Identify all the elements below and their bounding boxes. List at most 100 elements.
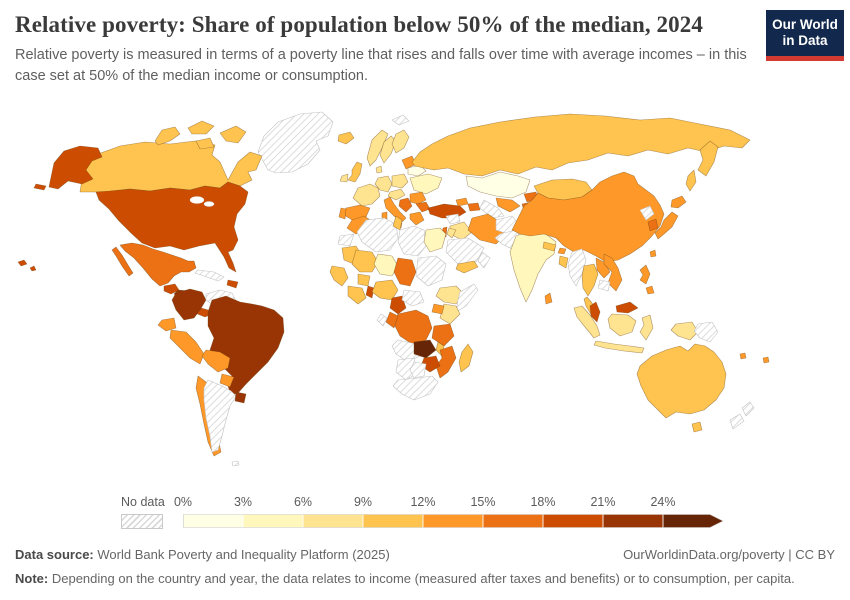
country-cote-divoire-ghana[interactable] <box>347 285 367 305</box>
country-taiwan[interactable] <box>649 249 657 258</box>
country-nepal[interactable] <box>542 241 557 252</box>
country-cuba[interactable] <box>194 269 225 282</box>
country-germany[interactable] <box>374 175 393 193</box>
country-hawaii[interactable] <box>17 259 37 272</box>
country-mali[interactable] <box>351 249 379 273</box>
country-bolivia[interactable] <box>201 349 231 373</box>
country-uruguay[interactable] <box>234 391 247 404</box>
country-peru[interactable] <box>169 329 205 365</box>
country-kalimantan[interactable] <box>607 313 637 337</box>
country-poland[interactable] <box>391 173 409 189</box>
country-arctic-islands[interactable] <box>187 120 215 135</box>
country-india[interactable] <box>509 229 557 303</box>
country-sakhalin[interactable] <box>685 169 697 192</box>
country-mozambique[interactable] <box>435 345 457 379</box>
country-russia[interactable] <box>411 113 751 177</box>
country-bangladesh[interactable] <box>558 255 569 269</box>
country-java[interactable] <box>593 340 645 354</box>
country-papua-new-guinea[interactable] <box>693 321 719 343</box>
country-congo[interactable] <box>385 311 399 329</box>
country-finland[interactable] <box>391 129 410 154</box>
country-balkans[interactable] <box>398 197 413 213</box>
country-madagascar[interactable] <box>458 343 474 373</box>
country-kamchatka[interactable] <box>697 140 719 177</box>
legend-bin-15–18%[interactable] <box>483 514 543 528</box>
country-botswana[interactable] <box>409 361 427 379</box>
country-nigeria[interactable] <box>371 279 399 301</box>
country-yemen[interactable] <box>455 260 479 274</box>
country-italy[interactable] <box>383 196 407 223</box>
legend-bin-21–24%[interactable] <box>603 514 663 528</box>
country-north-korea[interactable] <box>639 205 655 221</box>
country-mexico[interactable] <box>111 242 197 287</box>
country-chad[interactable] <box>393 257 417 287</box>
country-ecuador[interactable] <box>157 317 177 332</box>
country-greece[interactable] <box>409 211 425 226</box>
country-portugal[interactable] <box>338 207 347 220</box>
country-new-zealand[interactable] <box>729 401 755 430</box>
country-sri-lanka[interactable] <box>544 292 553 305</box>
owid-logo[interactable]: Our World in Data <box>766 10 844 61</box>
country-namibia[interactable] <box>395 357 417 381</box>
country-uganda[interactable] <box>431 303 445 315</box>
country-sweden[interactable] <box>379 135 397 164</box>
country-cambodia[interactable] <box>597 279 611 292</box>
legend-bin-3–6%[interactable] <box>243 514 303 528</box>
country-senegal-guinea[interactable] <box>329 265 349 287</box>
country-colombia[interactable] <box>171 288 207 321</box>
country-zambia[interactable] <box>413 339 437 359</box>
country-bulgaria[interactable] <box>415 201 431 213</box>
country-uzbekistan[interactable] <box>495 197 521 213</box>
credit-link[interactable]: OurWorldinData.org/poverty | CC BY <box>623 547 835 562</box>
legend-bin-9–12%[interactable] <box>363 514 423 528</box>
country-france[interactable] <box>352 183 381 207</box>
country-argentina[interactable] <box>203 379 237 453</box>
country-azerbaijan[interactable] <box>467 202 481 212</box>
country-iceland[interactable] <box>337 131 355 145</box>
country-tanzania[interactable] <box>431 323 455 347</box>
country-ukraine[interactable] <box>409 173 443 195</box>
country-cameroon[interactable] <box>389 295 407 315</box>
country-sumatra[interactable] <box>573 305 601 339</box>
country-falklands[interactable] <box>231 460 240 467</box>
country-western-sahara[interactable] <box>337 233 355 247</box>
legend-color-bar[interactable] <box>183 514 728 528</box>
country-central-europe[interactable] <box>387 188 406 201</box>
country-kenya[interactable] <box>439 303 461 325</box>
country-myanmar[interactable] <box>567 248 587 287</box>
country-burkina-faso[interactable] <box>357 273 371 287</box>
country-turkmenistan[interactable] <box>479 199 505 219</box>
country-paraguay[interactable] <box>219 373 235 388</box>
country-brazil[interactable] <box>207 295 285 396</box>
country-aleutians[interactable] <box>33 183 47 191</box>
country-japan[interactable] <box>654 195 687 240</box>
country-benin-togo[interactable] <box>365 285 375 299</box>
country-greenland[interactable] <box>257 111 334 174</box>
country-philippines[interactable] <box>639 264 655 295</box>
country-sudan[interactable] <box>415 255 447 287</box>
legend-bin-18–21%[interactable] <box>543 514 603 528</box>
country-denmark[interactable] <box>375 165 383 174</box>
country-romania[interactable] <box>409 191 427 205</box>
country-fiji[interactable] <box>739 352 747 360</box>
country-bhutan[interactable] <box>557 247 567 255</box>
country-syria[interactable] <box>445 213 461 225</box>
country-west-papua[interactable] <box>670 321 699 341</box>
legend-bin-6–9%[interactable] <box>303 514 363 528</box>
country-niger[interactable] <box>373 253 399 277</box>
country-gabon[interactable] <box>376 313 388 327</box>
legend-bin-0–3%[interactable] <box>183 514 243 528</box>
country-algeria[interactable] <box>356 217 399 253</box>
country-central-african-republic[interactable] <box>401 289 425 307</box>
country-libya[interactable] <box>397 225 427 257</box>
country-vanuatu[interactable] <box>762 356 770 364</box>
country-south-africa[interactable] <box>392 375 439 401</box>
legend-bin-24%+[interactable] <box>663 514 723 528</box>
country-arctic-islands[interactable] <box>154 126 181 146</box>
country-sardinia[interactable] <box>381 211 388 220</box>
country-norway[interactable] <box>366 129 389 167</box>
country-united-kingdom[interactable] <box>347 161 363 183</box>
country-svalbard[interactable] <box>391 114 410 126</box>
country-egypt[interactable] <box>423 227 447 253</box>
country-laos[interactable] <box>595 257 611 279</box>
